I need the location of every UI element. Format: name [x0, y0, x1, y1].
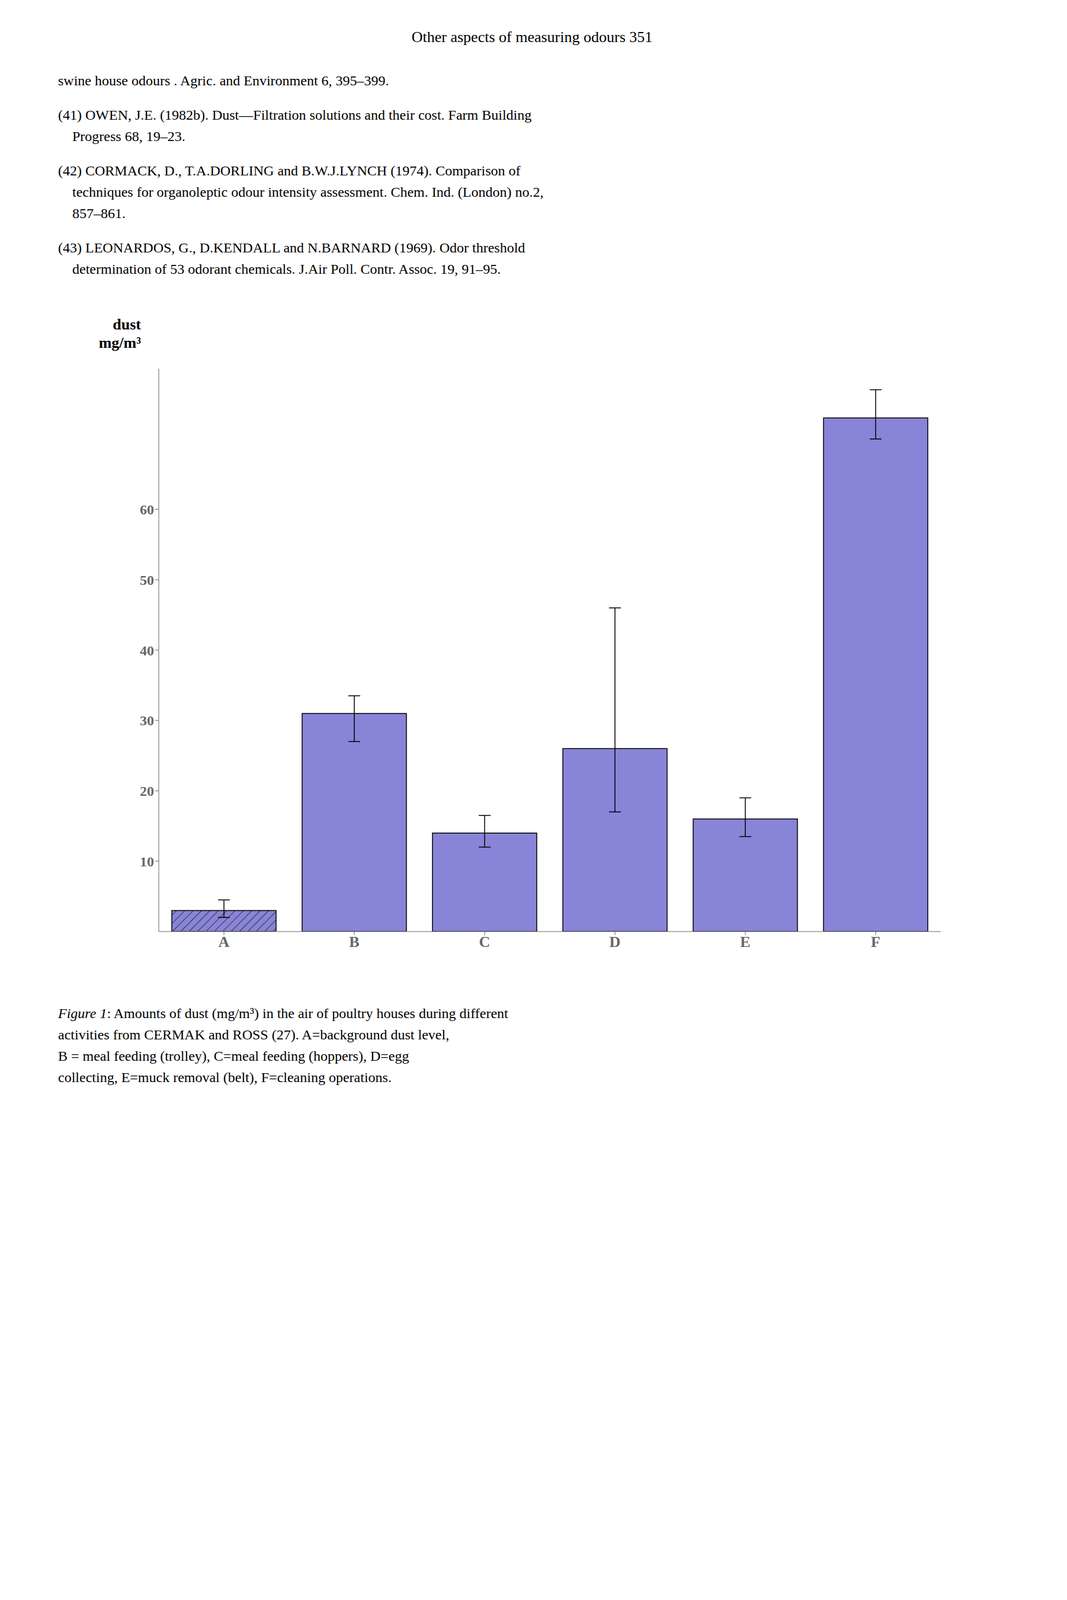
- html-text:Figure 1: Amounts of dust (mg/: Figure 1: Amounts of dust (mg/m³) in the…: [58, 1005, 509, 1085]
- svg-text:E: E: [739, 933, 751, 951]
- svg-text:F: F: [870, 933, 881, 951]
- html-text:(43) LEONARDOS, G., D.KENDALL: (43) LEONARDOS, G., D.KENDALL and N.BARN…: [58, 239, 526, 277]
- svg-text:20: 20: [139, 783, 155, 799]
- svg-text:A: A: [218, 933, 230, 951]
- svg-text:D: D: [609, 933, 621, 951]
- html-text:swine house odours . Agric. an: swine house odours . Agric. and Environm…: [58, 72, 390, 89]
- svg-text:40: 40: [139, 642, 155, 659]
- svg-text:C: C: [479, 933, 491, 951]
- svg-text:B: B: [348, 933, 360, 951]
- svg-text:30: 30: [139, 712, 155, 729]
- html-text:(42) CORMACK, D., T.A.DORLING: (42) CORMACK, D., T.A.DORLING and B.W.J.…: [58, 162, 544, 221]
- svg-text:50: 50: [139, 572, 155, 588]
- svg-text:10: 10: [139, 853, 155, 870]
- html-text:dust mg/m³: dust mg/m³: [98, 315, 142, 352]
- html-text:(41) OWEN, J.E. (1982b). Dust—: (41) OWEN, J.E. (1982b). Dust—Filtration…: [58, 107, 532, 144]
- svg-text:60: 60: [139, 501, 155, 518]
- html-text:Other aspects of measuring odo: Other aspects of measuring odours 351: [411, 28, 653, 46]
